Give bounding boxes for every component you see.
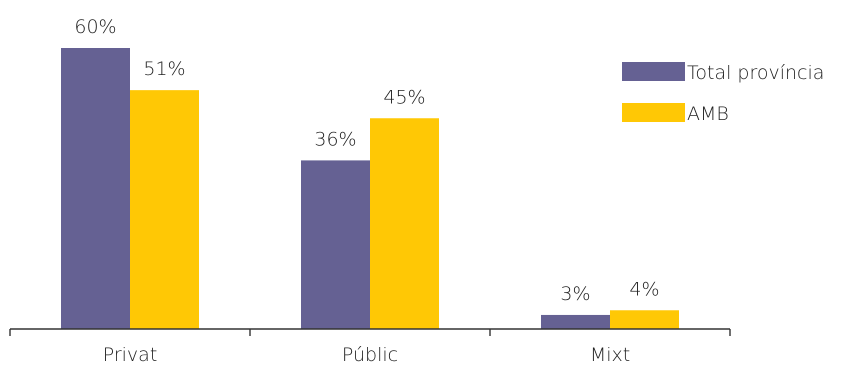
category-label: Privat: [103, 344, 158, 366]
bar-privat-amb: [130, 90, 199, 330]
legend-label: Total província: [687, 62, 824, 84]
bar-mixt-amb: [610, 310, 679, 329]
category-label: Públic: [342, 344, 398, 366]
value-label: 3%: [560, 283, 590, 305]
bar-públic-amb: [370, 118, 439, 329]
legend: Total província AMB: [622, 62, 824, 125]
legend-label: AMB: [687, 103, 729, 125]
bar-privat-total: [61, 48, 130, 329]
value-labels-group: 60% 51% 36% 45% 3% 4%: [74, 16, 659, 305]
value-label: 60%: [74, 16, 116, 38]
legend-swatch: [622, 103, 685, 122]
bars-group: [61, 48, 679, 330]
bar-mixt-total: [541, 314, 610, 329]
category-label: Mixt: [590, 344, 630, 366]
bar-públic-total: [301, 160, 370, 329]
legend-swatch: [622, 62, 685, 81]
value-label: 4%: [629, 278, 659, 300]
category-labels-group: Privat Públic Mixt: [103, 344, 630, 366]
value-label: 45%: [383, 86, 425, 108]
value-label: 36%: [314, 128, 356, 150]
value-label: 51%: [143, 58, 185, 80]
x-ticks-group: [9, 329, 731, 336]
